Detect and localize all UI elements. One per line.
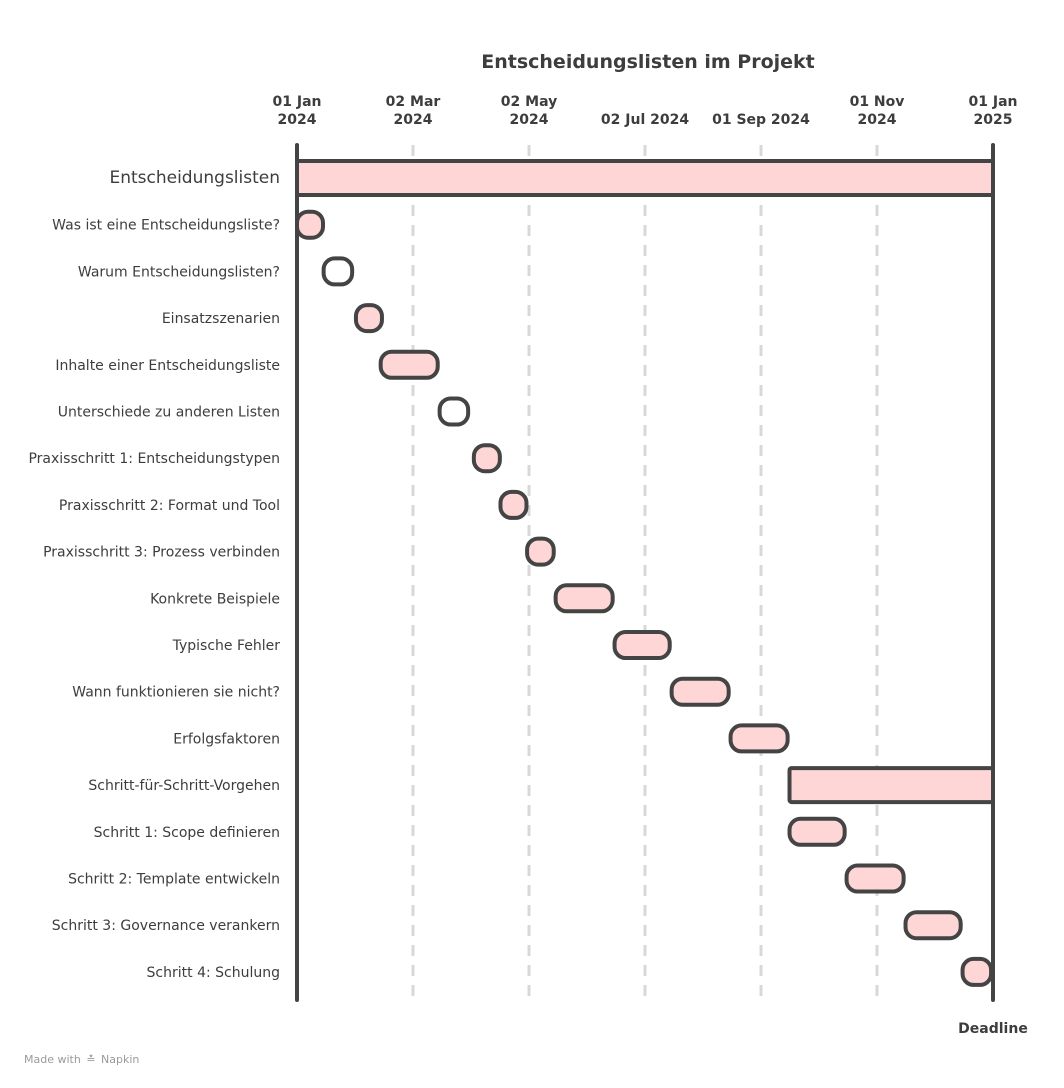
task-label: Entscheidungslisten (109, 168, 280, 188)
x-tick-label: 02 Mar 2024 (386, 94, 441, 128)
x-tick-label: 01 Jan 2025 (969, 94, 1018, 128)
task-label: Unterschiede zu anderen Listen (58, 405, 280, 421)
task-label: Einsatzszenarien (162, 311, 280, 327)
x-tick-label: 02 Jul 2024 (601, 112, 689, 128)
made-with-credit: Made with ≛ Napkin (24, 1053, 139, 1066)
task-bar (612, 630, 672, 660)
task-label: Erfolgsfaktoren (173, 731, 280, 747)
chart-title: Entscheidungslisten im Projekt (481, 51, 814, 73)
task-labels: Entscheidungslisten Was ist eine Entschei… (28, 168, 280, 981)
task-bar (669, 676, 731, 707)
task-bar (553, 583, 615, 614)
task-label: Schritt 1: Scope definieren (94, 825, 280, 841)
task-label: Was ist eine Entscheidungsliste? (52, 218, 280, 234)
task-bar (903, 910, 963, 941)
x-tick-line1: 02 May (501, 94, 557, 110)
task-bar (378, 349, 440, 380)
napkin-logo-icon: ≛ (86, 1053, 96, 1066)
task-label: Konkrete Beispiele (150, 591, 280, 607)
x-tick-label: 01 Sep 2024 (712, 112, 810, 128)
x-axis-ticks: 01 Jan 2024 02 Mar 2024 02 May 2024 02 Jul 202… (273, 94, 1018, 128)
task-label: Wann funktionieren sie nicht? (72, 685, 280, 701)
task-bar (471, 443, 502, 474)
task-label: Schritt 4: Schulung (147, 965, 280, 981)
task-label: Schritt 3: Governance verankern (52, 918, 280, 934)
x-tick-label: 01 Nov 2024 (850, 94, 905, 128)
task-bar (787, 816, 847, 847)
task-label: Praxisschritt 3: Prozess verbinden (43, 545, 280, 561)
summary-bar (787, 766, 995, 805)
task-bar (728, 723, 790, 754)
made-with-text: Made with (24, 1053, 81, 1066)
task-label: Warum Entscheidungslisten? (78, 264, 280, 280)
x-tick-line1: 01 Jan (969, 94, 1018, 110)
task-bar (525, 536, 556, 567)
grid-lines (411, 145, 879, 1000)
x-tick-line1: 02 Jul 2024 (601, 112, 689, 128)
task-label: Schritt 2: Template entwickeln (68, 872, 280, 888)
x-tick-label: 02 May 2024 (501, 94, 557, 128)
task-bar (353, 303, 384, 334)
task-bar (498, 489, 529, 520)
task-bar (844, 863, 906, 894)
x-tick-label: 01 Jan 2024 (273, 94, 322, 128)
x-tick-line2: 2024 (510, 112, 549, 128)
x-tick-line1: 01 Jan (273, 94, 322, 110)
task-bar (295, 209, 325, 240)
x-tick-line2: 2025 (974, 112, 1013, 128)
task-label: Typische Fehler (172, 638, 281, 654)
task-label: Inhalte einer Entscheidungsliste (55, 358, 280, 374)
x-tick-line1: 01 Nov (850, 94, 905, 110)
task-bar (321, 256, 355, 287)
x-tick-line1: 02 Mar (386, 94, 441, 110)
x-tick-line2: 2024 (278, 112, 317, 128)
task-label: Schritt-für-Schritt-Vorgehen (88, 778, 280, 794)
x-tick-line2: 2024 (858, 112, 897, 128)
x-tick-line1: 01 Sep 2024 (712, 112, 810, 128)
task-bar (960, 956, 994, 987)
deadline-label: Deadline (958, 1021, 1028, 1037)
x-tick-line2: 2024 (394, 112, 433, 128)
summary-bar (295, 159, 995, 197)
task-label: Praxisschritt 2: Format und Tool (59, 498, 280, 514)
axis-lines (295, 143, 995, 1002)
napkin-brand: Napkin (101, 1053, 140, 1066)
task-bar (437, 396, 471, 427)
task-label: Praxisschritt 1: Entscheidungstypen (28, 451, 280, 467)
